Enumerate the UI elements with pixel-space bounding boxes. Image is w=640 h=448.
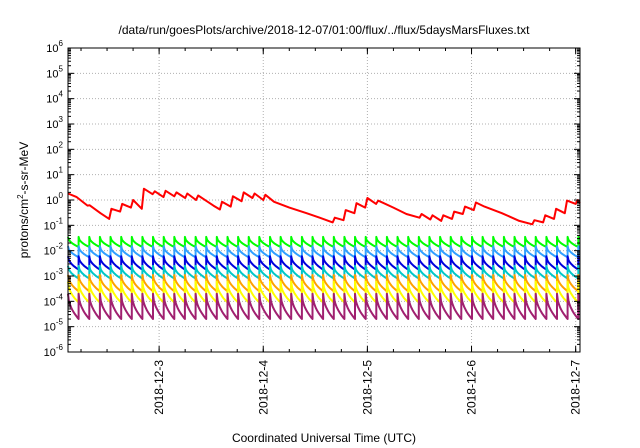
y-tick-label-exponent: -5	[56, 318, 64, 327]
y-tick-label: 104	[46, 90, 63, 106]
y-tick-label-base: 10	[46, 119, 58, 131]
y-tick-label: 106	[46, 39, 63, 55]
y-tick-label: 10-5	[44, 318, 64, 334]
x-axis-ticks: 2018-12-3 2018-12-4 2018-12-5 2018-12-6 2018…	[80, 48, 583, 415]
x-tick-label: 2018-12-6	[465, 360, 479, 415]
y-tick-label: 10-6	[44, 343, 64, 359]
y-tick-label-base: 10	[44, 220, 56, 232]
y-tick-label: 105	[46, 64, 63, 80]
y-tick-label: 10-2	[44, 242, 64, 258]
chart-title: /data/run/goesPlots/archive/2018-12-07/0…	[119, 23, 531, 37]
y-tick-label-exponent: 2	[59, 140, 64, 149]
y-axis-label-sup: 2	[16, 194, 25, 199]
y-tick-label-base: 10	[44, 322, 56, 334]
y-tick-label-base: 10	[46, 68, 58, 80]
y-axis-label: protons/cm2-s-sr-MeV	[16, 142, 31, 258]
y-tick-label-exponent: -3	[56, 267, 64, 276]
x-tick-label: 2018-12-4	[256, 360, 270, 415]
x-axis-label: Coordinated Universal Time (UTC)	[232, 431, 416, 445]
series-line-7	[67, 280, 581, 304]
y-tick-label-base: 10	[46, 43, 58, 55]
y-axis-label-prefix: protons/cm	[17, 199, 31, 258]
y-tick-label-exponent: 3	[59, 115, 64, 124]
y-tick-label-exponent: -6	[56, 343, 64, 352]
series-line-2	[67, 235, 581, 248]
y-axis-ticks: 10610510410310210110010-110-210-310-410-…	[44, 39, 580, 359]
y-tick-label-exponent: -1	[56, 216, 64, 225]
series-lines	[67, 187, 581, 320]
y-tick-label-exponent: 1	[59, 166, 64, 175]
y-tick-label-base: 10	[46, 144, 58, 156]
y-tick-label: 100	[46, 191, 63, 207]
series-line-1	[67, 187, 581, 226]
series-line-4	[67, 255, 581, 271]
series-line-8	[67, 292, 581, 320]
y-tick-label-exponent: -2	[56, 242, 64, 251]
y-tick-label-exponent: 5	[59, 64, 64, 73]
y-tick-label: 10-1	[44, 216, 64, 232]
y-tick-label-base: 10	[46, 94, 58, 106]
y-tick-label-base: 10	[44, 347, 56, 359]
series-line-5	[67, 264, 581, 280]
y-tick-label-base: 10	[44, 271, 56, 283]
series-line-6	[67, 274, 581, 293]
y-tick-label: 10-3	[44, 267, 64, 283]
x-tick-label: 2018-12-7	[569, 360, 583, 415]
y-tick-label: 103	[46, 115, 63, 131]
y-tick-label-base: 10	[46, 195, 58, 207]
y-tick-label-exponent: 4	[59, 90, 64, 99]
y-tick-label-base: 10	[44, 296, 56, 308]
y-tick-label-base: 10	[44, 246, 56, 258]
y-tick-label: 101	[46, 166, 63, 182]
series-line-3	[67, 245, 581, 259]
y-tick-label-exponent: 6	[59, 39, 64, 48]
y-tick-label: 10-4	[44, 292, 64, 308]
y-tick-label-exponent: -4	[56, 292, 64, 301]
y-tick-label: 102	[46, 140, 63, 156]
x-tick-label: 2018-12-3	[152, 360, 166, 415]
y-tick-label-exponent: 0	[59, 191, 64, 200]
y-axis-label-suffix: -s-sr-MeV	[17, 142, 31, 195]
y-tick-label-base: 10	[46, 170, 58, 182]
x-tick-label: 2018-12-5	[360, 360, 374, 415]
